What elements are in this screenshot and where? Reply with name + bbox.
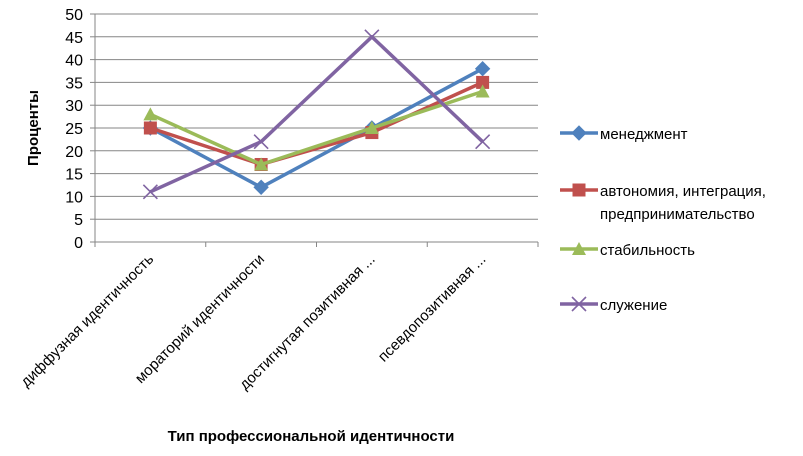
y-axis-title: Проценты [25,90,42,166]
data-point [143,121,157,135]
legend-label: служение [600,297,667,314]
data-point [142,184,158,200]
legend-item: автономия, интеграция, предпринимательств… [560,183,766,223]
legend-marker [572,242,586,255]
legend-label: менеджмент [600,126,688,143]
series-line [149,35,484,194]
y-tick-label: 20 [65,144,83,161]
y-tick-label: 0 [74,235,83,252]
x-tick-label: мораторий идентичности [132,251,268,387]
legend-item: менеджмент [560,125,688,143]
data-point [475,134,491,150]
y-tick-label: 10 [65,189,83,206]
x-axis-title: Тип профессиональной идентичности [168,428,455,445]
grid [95,13,538,243]
y-tick-label: 35 [65,75,83,92]
legend-marker [571,296,587,312]
x-tick-label: псевдопозитивная ... [375,251,490,366]
legend-label: автономия, интеграция, [600,183,766,200]
y-tick-label: 5 [74,212,83,229]
data-point [253,179,269,195]
data-point [474,61,491,77]
series-line [149,67,484,190]
legend-marker [572,183,586,197]
y-tick-label: 15 [65,167,83,184]
y-tick-label: 25 [65,121,83,138]
data-point [476,75,490,89]
data-point [364,121,379,134]
legend: менеджмент автономия, интеграция, предприн… [560,125,766,314]
legend-marker [571,125,587,141]
y-tick-label: 50 [65,7,83,24]
legend-item: служение [560,296,667,314]
y-tick-label: 40 [65,53,83,70]
series-line [149,89,484,167]
series-4 [142,29,491,200]
data-point [143,107,158,121]
legend-item: стабильность [560,242,695,259]
data-point [475,84,490,98]
legend-label: предпринимательство [600,206,755,223]
y-tick-label: 45 [65,30,83,47]
y-tick-label: 30 [65,98,83,115]
series-group [142,29,491,200]
series-3 [143,84,490,171]
data-point [364,29,380,45]
series-line [149,80,484,167]
data-point [253,134,269,150]
data-point [254,157,269,171]
legend-label: стабильность [600,242,695,259]
